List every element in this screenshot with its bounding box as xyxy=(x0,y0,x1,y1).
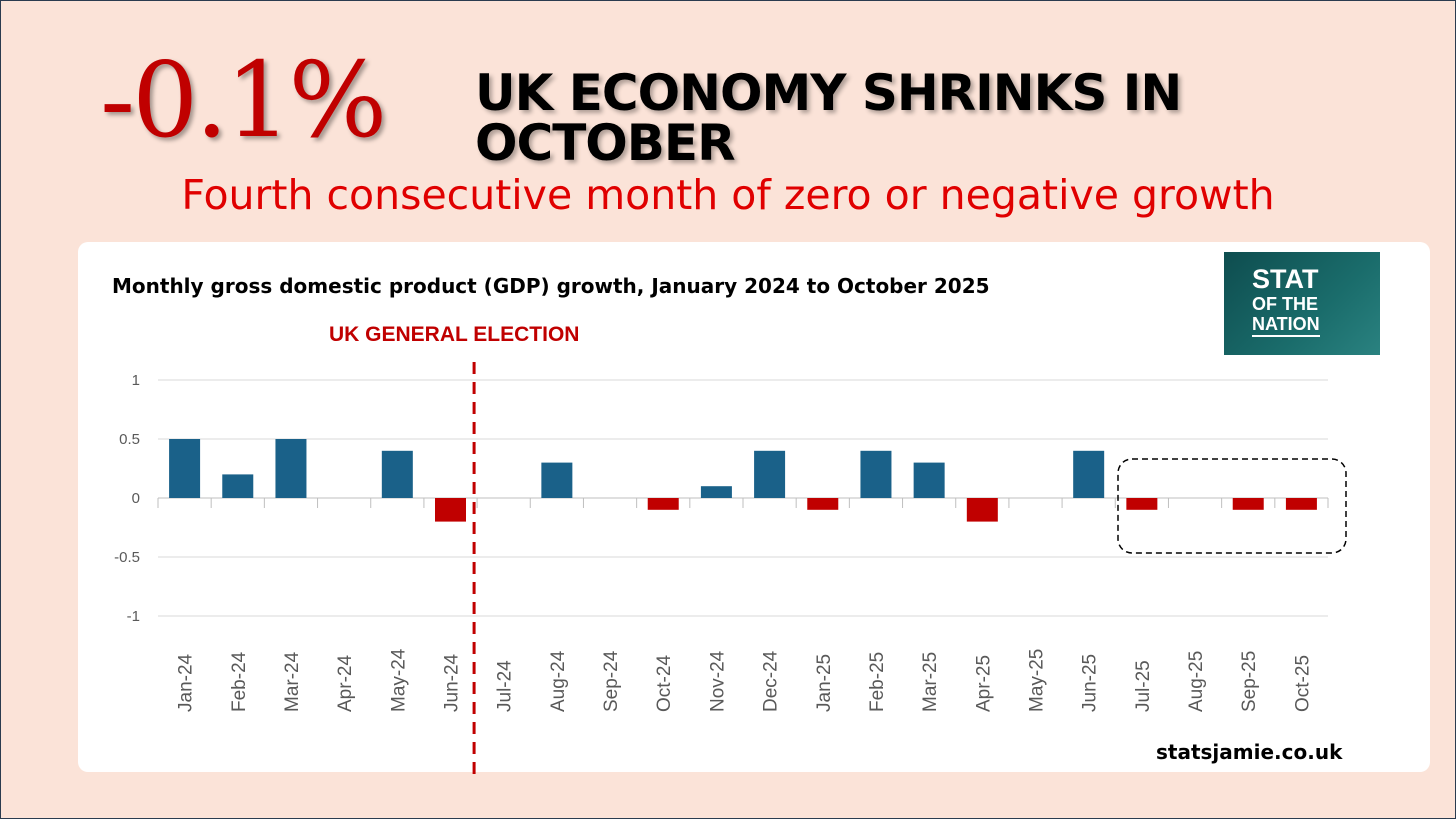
x-tick-label: Jan-25 xyxy=(814,654,835,712)
x-tick-label: Jun-25 xyxy=(1080,654,1101,712)
bar-Nov-24 xyxy=(700,486,732,498)
headline-title: UK ECONOMY SHRINKS IN OCTOBER xyxy=(475,64,1182,172)
x-tick-label: Apr-25 xyxy=(973,655,994,712)
bar-Dec-24 xyxy=(754,450,786,498)
x-tick-label: Oct-24 xyxy=(654,655,675,712)
x-tick-label: Oct-25 xyxy=(1292,655,1313,712)
x-tick-label: May-25 xyxy=(1027,649,1048,712)
bar-Feb-24 xyxy=(222,474,254,498)
x-tick-label: Jun-24 xyxy=(442,653,463,712)
x-tick-label: Jul-24 xyxy=(495,660,516,712)
chart-card xyxy=(78,242,1430,772)
bar-Jun-25 xyxy=(1073,450,1105,498)
bar-Sep-25 xyxy=(1232,498,1264,510)
bar-May-24 xyxy=(381,450,413,498)
bar-Jun-24 xyxy=(435,498,466,522)
x-tick-label: Mar-25 xyxy=(920,652,941,712)
logo-line1: STAT xyxy=(1252,264,1319,294)
x-tick-label: Sep-24 xyxy=(601,650,622,712)
chart-title: Monthly gross domestic product (GDP) gro… xyxy=(112,274,990,298)
stat-of-the-nation-logo: STAT OF THE NATION xyxy=(1224,252,1380,355)
x-tick-label: Jul-25 xyxy=(1133,660,1154,712)
y-tick-label: -1 xyxy=(127,608,140,625)
x-tick-label: Apr-24 xyxy=(335,655,356,712)
bar-Jul-25 xyxy=(1126,498,1158,510)
x-tick-label: Aug-25 xyxy=(1186,651,1207,712)
x-tick-label: May-24 xyxy=(388,648,409,712)
bar-Jan-25 xyxy=(807,498,839,510)
logo-line3: NATION xyxy=(1252,315,1320,337)
y-tick-label: 0 xyxy=(132,490,140,507)
bar-Oct-25 xyxy=(1285,498,1317,510)
x-tick-label: Jan-24 xyxy=(176,653,197,712)
y-tick-label: -0.5 xyxy=(114,549,140,566)
bar-Feb-25 xyxy=(860,450,892,498)
bar-Apr-25 xyxy=(966,498,998,522)
x-tick-label: Aug-24 xyxy=(548,650,569,712)
bar-Mar-25 xyxy=(913,462,945,498)
bar-Mar-24 xyxy=(275,439,307,498)
headline-value: -0.1% xyxy=(100,39,387,161)
bar-Oct-24 xyxy=(647,498,679,510)
x-tick-label: Nov-24 xyxy=(707,650,728,712)
site-url: statsjamie.co.uk xyxy=(1156,740,1343,764)
y-tick-label: 0.5 xyxy=(119,431,140,448)
x-tick-label: Feb-24 xyxy=(229,651,250,712)
x-tick-label: Dec-24 xyxy=(761,650,782,712)
y-tick-label: 1 xyxy=(132,372,140,389)
headline-subtitle: Fourth consecutive month of zero or nega… xyxy=(181,171,1275,219)
bar-Jan-24 xyxy=(169,439,201,498)
highlight-box xyxy=(1117,458,1347,554)
logo-line2: OF THE xyxy=(1252,294,1318,314)
bar-Aug-24 xyxy=(541,462,573,498)
x-tick-label: Mar-24 xyxy=(282,651,303,712)
x-tick-label: Sep-25 xyxy=(1239,651,1260,712)
election-annotation: UK GENERAL ELECTION xyxy=(329,323,579,346)
x-tick-label: Feb-25 xyxy=(867,652,888,712)
